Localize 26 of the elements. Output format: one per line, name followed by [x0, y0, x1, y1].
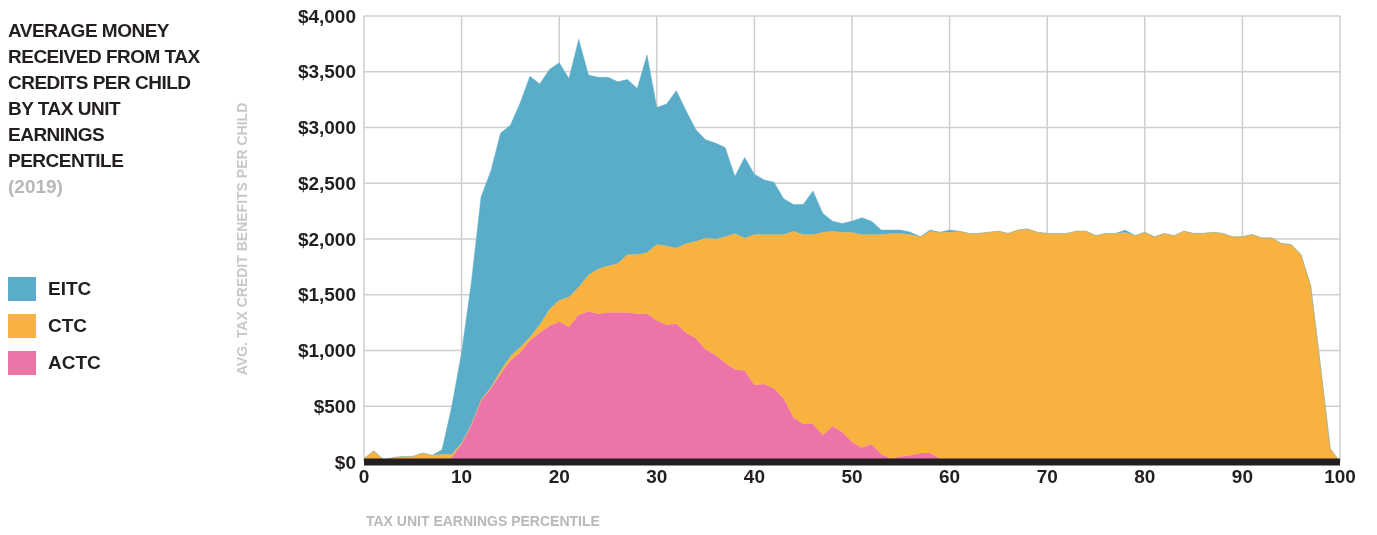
- y-tick-label: $4,000: [297, 5, 356, 27]
- x-tick-label: 60: [939, 466, 961, 488]
- x-tick-label: 30: [646, 466, 668, 488]
- legend-label: ACTC: [48, 351, 101, 374]
- x-tick-label: 100: [1324, 466, 1356, 488]
- text: (2019): [8, 175, 64, 199]
- legend-label: EITC: [48, 277, 92, 300]
- y-tick-label: $0: [334, 451, 356, 473]
- x-tick-label: 0: [358, 466, 370, 488]
- text: AVERAGE MONEY RECEIVED FROM TAX CREDITS PER CHILD BY TAX UNIT EARNINGS PERCENTILE: [8, 19, 201, 173]
- y-tick-label: $1,000: [297, 340, 356, 362]
- legend-label: CTC: [48, 314, 88, 337]
- y-tick-label: $3,000: [297, 117, 356, 139]
- x-tick-label: 70: [1036, 466, 1058, 488]
- x-axis-title: TAX UNIT EARNINGS PERCENTILE: [366, 513, 600, 529]
- y-tick-label: $3,500: [297, 61, 356, 83]
- y-tick-label: $2,000: [297, 228, 356, 250]
- y-tick-label: $2,500: [297, 172, 356, 194]
- x-tick-label: 10: [451, 466, 473, 488]
- x-tick-label: 40: [743, 466, 765, 488]
- y-tick-label: $1,500: [297, 284, 356, 306]
- x-tick-label: 80: [1134, 466, 1156, 488]
- x-tick-label: 50: [841, 466, 863, 488]
- x-tick-label: 90: [1231, 466, 1253, 488]
- x-tick-label: 20: [548, 466, 570, 488]
- y-tick-label: $500: [313, 395, 356, 417]
